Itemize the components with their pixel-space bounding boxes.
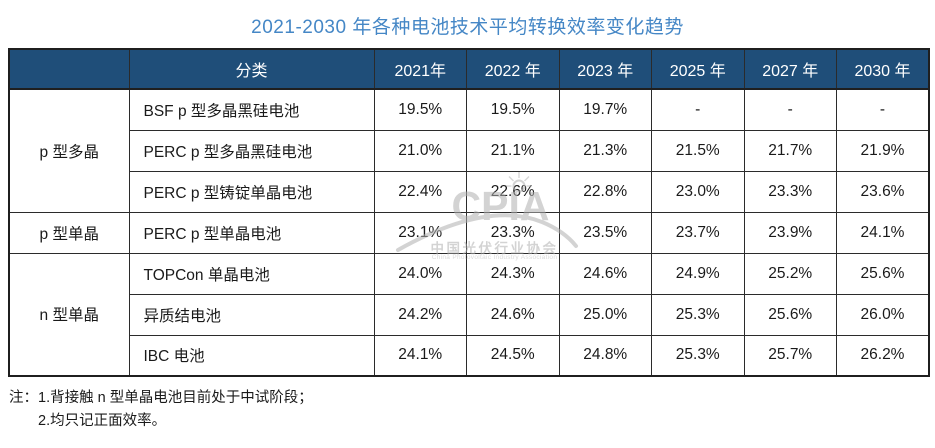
value-cell: 21.3% [558,129,652,172]
header-cell-year-2027: 2027 年 [743,48,837,90]
category-cell: PERC p 型多晶黑硅电池 [128,129,375,172]
value-cell: 23.3% [466,211,560,254]
efficiency-table: 分类 2021年 2022 年 2023 年 2025 年 2027 年 203… [8,48,930,377]
header-row: 分类 2021年 2022 年 2023 年 2025 年 2027 年 203… [8,48,930,90]
table-row: p 型单晶 PERC p 型单晶电池 23.1% 23.3% 23.5% 23.… [8,211,930,254]
page-title: 2021-2030 年各种电池技术平均转换效率变化趋势 [251,17,684,38]
value-cell: 19.5% [373,88,467,131]
value-cell: 23.1% [373,211,467,254]
header-cell-category: 分类 [128,48,375,90]
value-cell: 25.2% [743,252,837,295]
value-cell: 21.9% [836,129,930,172]
value-cell: 19.5% [466,88,560,131]
value-cell: 24.1% [373,334,467,377]
value-cell: - [743,88,837,131]
value-cell: 25.3% [651,334,745,377]
value-cell: 25.6% [743,293,837,336]
category-cell: BSF p 型多晶黑硅电池 [128,88,375,131]
value-cell: 23.7% [651,211,745,254]
category-cell: 异质结电池 [128,293,375,336]
value-cell: 23.9% [743,211,837,254]
value-cell: 25.0% [558,293,652,336]
value-cell: 21.7% [743,129,837,172]
value-cell: 24.8% [558,334,652,377]
category-cell: TOPCon 单晶电池 [128,252,375,295]
header-cell-year-2022: 2022 年 [466,48,560,90]
group-cell-p-mono: p 型单晶 [8,211,130,254]
group-cell-p-multi: p 型多晶 [8,88,130,213]
value-cell: 24.0% [373,252,467,295]
table-row: IBC 电池 24.1% 24.5% 24.8% 25.3% 25.7% 26.… [9,334,930,377]
value-cell: 24.1% [836,211,930,254]
value-cell: 23.6% [836,170,930,213]
value-cell: 26.0% [836,293,930,336]
value-cell: 21.5% [651,129,745,172]
value-cell: 21.1% [466,129,560,172]
value-cell: 22.6% [466,170,560,213]
category-cell: PERC p 型铸锭单晶电池 [128,170,375,213]
value-cell: 25.6% [836,252,930,295]
value-cell: 26.2% [836,334,930,377]
value-cell: 22.8% [558,170,652,213]
value-cell: 24.3% [466,252,560,295]
value-cell: 25.3% [651,293,745,336]
notes-prefix: 注： [9,390,38,406]
group-cell-n-mono: n 型单晶 [8,252,130,377]
value-cell: 25.7% [743,334,837,377]
value-cell: 21.0% [373,129,467,172]
value-cell: 23.5% [558,211,652,254]
value-cell: 24.2% [373,293,467,336]
header-cell-year-2023: 2023 年 [558,48,652,90]
value-cell: 24.5% [466,334,560,377]
footnotes: 注： 1.背接触 n 型单晶电池目前处于中试阶段； 2.均只记正面效率。 [9,387,935,434]
table-row: PERC p 型铸锭单晶电池 22.4% 22.6% 22.8% 23.0% 2… [9,170,930,213]
value-cell: - [836,88,930,131]
note-line-1: 1.背接触 n 型单晶电池目前处于中试阶段； [38,390,313,406]
category-cell: IBC 电池 [128,334,375,377]
table-row: PERC p 型多晶黑硅电池 21.0% 21.1% 21.3% 21.5% 2… [9,129,930,172]
note-line-2: 2.均只记正面效率。 [38,413,167,430]
header-cell-year-2025: 2025 年 [651,48,745,90]
value-cell: 24.6% [466,293,560,336]
value-cell: 19.7% [558,88,652,131]
value-cell: 24.9% [651,252,745,295]
header-cell-group [8,48,130,90]
header-cell-year-2030: 2030 年 [836,48,930,90]
notes-lines: 1.背接触 n 型单晶电池目前处于中试阶段； 2.均只记正面效率。 [38,387,313,434]
value-cell: - [651,88,745,131]
value-cell: 23.3% [743,170,837,213]
table-row: 异质结电池 24.2% 24.6% 25.0% 25.3% 25.6% 26.0… [9,293,930,336]
value-cell: 23.0% [651,170,745,213]
header-cell-year-2021: 2021年 [373,48,467,90]
value-cell: 22.4% [373,170,467,213]
value-cell: 24.6% [558,252,652,295]
category-cell: PERC p 型单晶电池 [128,211,375,254]
table-row: p 型多晶 BSF p 型多晶黑硅电池 19.5% 19.5% 19.7% - … [8,88,930,213]
table-row: n 型单晶 TOPCon 单晶电池 24.0% 24.3% 24.6% 24.9… [8,252,930,377]
